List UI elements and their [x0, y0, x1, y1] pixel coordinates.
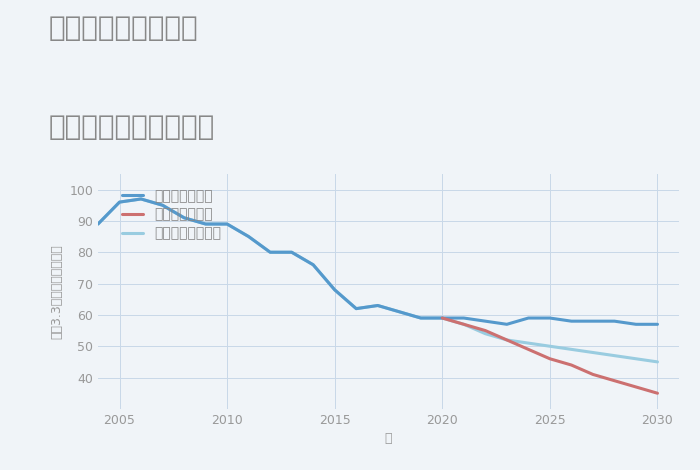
- グッドシナリオ: [266, 250, 274, 255]
- グッドシナリオ: [395, 309, 403, 314]
- グッドシナリオ: [94, 221, 102, 227]
- Y-axis label: 坪（3.3㎡）単価（万円）: 坪（3.3㎡）単価（万円）: [50, 244, 64, 339]
- グッドシナリオ: [374, 303, 382, 308]
- グッドシナリオ: [158, 203, 167, 208]
- バッドシナリオ: [653, 391, 662, 396]
- バッドシナリオ: [567, 362, 575, 368]
- ノーマルシナリオ: [610, 353, 619, 359]
- ノーマルシナリオ: [481, 331, 489, 337]
- グッドシナリオ: [481, 318, 489, 324]
- バッドシナリオ: [438, 315, 447, 321]
- Line: グッドシナリオ: グッドシナリオ: [98, 199, 657, 324]
- ノーマルシナリオ: [330, 287, 339, 293]
- ノーマルシナリオ: [503, 337, 511, 343]
- グッドシナリオ: [288, 250, 296, 255]
- ノーマルシナリオ: [416, 315, 425, 321]
- グッドシナリオ: [653, 321, 662, 327]
- ノーマルシナリオ: [395, 309, 403, 314]
- ノーマルシナリオ: [524, 340, 533, 346]
- ノーマルシナリオ: [136, 196, 145, 202]
- Line: ノーマルシナリオ: ノーマルシナリオ: [98, 199, 657, 362]
- ノーマルシナリオ: [94, 221, 102, 227]
- バッドシナリオ: [524, 346, 533, 352]
- グッドシナリオ: [503, 321, 511, 327]
- Text: 岐阜県関市平成通の: 岐阜県関市平成通の: [49, 14, 199, 42]
- グッドシナリオ: [180, 215, 188, 220]
- グッドシナリオ: [116, 199, 124, 205]
- ノーマルシナリオ: [653, 359, 662, 365]
- ノーマルシナリオ: [202, 221, 210, 227]
- ノーマルシナリオ: [180, 215, 188, 220]
- グッドシナリオ: [524, 315, 533, 321]
- グッドシナリオ: [223, 221, 231, 227]
- グッドシナリオ: [244, 234, 253, 239]
- ノーマルシナリオ: [438, 315, 447, 321]
- ノーマルシナリオ: [352, 306, 361, 312]
- ノーマルシナリオ: [288, 250, 296, 255]
- ノーマルシナリオ: [546, 344, 554, 349]
- ノーマルシナリオ: [266, 250, 274, 255]
- グッドシナリオ: [546, 315, 554, 321]
- グッドシナリオ: [567, 318, 575, 324]
- ノーマルシナリオ: [116, 199, 124, 205]
- バッドシナリオ: [460, 321, 468, 327]
- グッドシナリオ: [309, 262, 317, 267]
- グッドシナリオ: [416, 315, 425, 321]
- バッドシナリオ: [503, 337, 511, 343]
- ノーマルシナリオ: [374, 303, 382, 308]
- ノーマルシナリオ: [460, 321, 468, 327]
- グッドシナリオ: [632, 321, 640, 327]
- バッドシナリオ: [546, 356, 554, 361]
- Legend: グッドシナリオ, バッドシナリオ, ノーマルシナリオ: グッドシナリオ, バッドシナリオ, ノーマルシナリオ: [117, 183, 227, 246]
- グッドシナリオ: [610, 318, 619, 324]
- グッドシナリオ: [330, 287, 339, 293]
- グッドシナリオ: [136, 196, 145, 202]
- グッドシナリオ: [438, 315, 447, 321]
- ノーマルシナリオ: [309, 262, 317, 267]
- グッドシナリオ: [202, 221, 210, 227]
- バッドシナリオ: [632, 384, 640, 390]
- ノーマルシナリオ: [632, 356, 640, 361]
- Line: バッドシナリオ: バッドシナリオ: [442, 318, 657, 393]
- ノーマルシナリオ: [158, 203, 167, 208]
- ノーマルシナリオ: [223, 221, 231, 227]
- バッドシナリオ: [481, 328, 489, 333]
- グッドシナリオ: [460, 315, 468, 321]
- Text: 中古戸建ての価格推移: 中古戸建ての価格推移: [49, 113, 216, 141]
- ノーマルシナリオ: [567, 346, 575, 352]
- ノーマルシナリオ: [244, 234, 253, 239]
- バッドシナリオ: [610, 378, 619, 384]
- グッドシナリオ: [352, 306, 361, 312]
- バッドシナリオ: [589, 372, 597, 377]
- X-axis label: 年: 年: [385, 432, 392, 445]
- ノーマルシナリオ: [589, 350, 597, 355]
- グッドシナリオ: [589, 318, 597, 324]
